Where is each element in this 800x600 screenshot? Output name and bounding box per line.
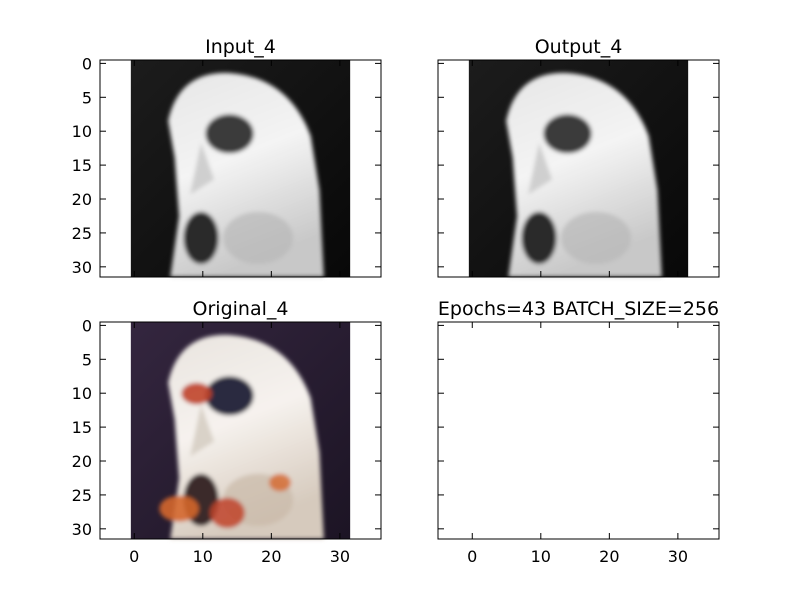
bird-eye (205, 376, 254, 416)
xtick-label: 0 (467, 547, 477, 566)
chest-patch-mid (209, 497, 245, 529)
bird-beak (190, 404, 215, 457)
chest-patch-left (159, 495, 199, 522)
bird-figure (159, 334, 324, 539)
subplot-output: Output_4 (437, 36, 720, 278)
ytick-label: 10 (72, 122, 92, 141)
subplot-original: 0 5 10 15 20 25 30 0 10 20 30 Original_4 (72, 298, 382, 566)
original-image (130, 322, 351, 539)
output-ticks (438, 60, 719, 277)
cheek-patch (181, 382, 212, 405)
chest-patch-right (269, 473, 291, 492)
output-image (468, 60, 689, 277)
original-axes-frame (99, 321, 382, 540)
subplot-input: 0 5 10 15 20 25 30 Input_4 (72, 36, 382, 278)
bird-eye (543, 114, 592, 154)
ytick-label: 20 (72, 190, 92, 209)
ytick-label: 20 (72, 452, 92, 471)
bird-shadow (183, 211, 219, 264)
xtick-label: 30 (330, 547, 350, 566)
xtick-label: 20 (599, 547, 619, 566)
ytick-label: 10 (72, 384, 92, 403)
empty-axes-frame (437, 321, 720, 540)
xtick-label: 30 (668, 547, 688, 566)
input-ticks: 0 5 10 15 20 25 30 (72, 54, 381, 277)
ytick-label: 15 (72, 418, 92, 437)
ytick-label: 30 (72, 258, 92, 277)
xtick-label: 10 (531, 547, 551, 566)
ytick-label: 25 (72, 486, 92, 505)
bird-beak (528, 142, 553, 195)
bird-shadow (521, 211, 557, 264)
empty-ticks: 0 10 20 30 (438, 322, 719, 566)
input-image (130, 60, 351, 277)
ytick-label: 15 (72, 156, 92, 175)
xtick-label: 20 (261, 547, 281, 566)
empty-title: Epochs=43 BATCH_SIZE=256 (438, 298, 719, 320)
xtick-label: 10 (193, 547, 213, 566)
bird-eye (205, 114, 254, 154)
input-axes-frame (99, 59, 382, 278)
bird-shade (222, 211, 294, 264)
ytick-label: 25 (72, 224, 92, 243)
original-title: Original_4 (193, 298, 289, 320)
ytick-label: 0 (82, 316, 92, 335)
original-ticks: 0 5 10 15 20 25 30 0 10 20 30 (72, 316, 381, 566)
bird-beak (190, 142, 215, 195)
bird-shade (560, 211, 632, 264)
ytick-label: 5 (82, 88, 92, 107)
xtick-label: 0 (129, 547, 139, 566)
bird-figure (168, 72, 324, 277)
subplot-empty: 0 10 20 30 Epochs=43 BATCH_SIZE=256 (437, 298, 720, 566)
ytick-label: 5 (82, 350, 92, 369)
output-title: Output_4 (535, 36, 623, 58)
output-axes-frame (437, 59, 720, 278)
bird-figure (506, 72, 662, 277)
ytick-label: 0 (82, 54, 92, 73)
input-title: Input_4 (205, 36, 276, 58)
ytick-label: 30 (72, 520, 92, 539)
